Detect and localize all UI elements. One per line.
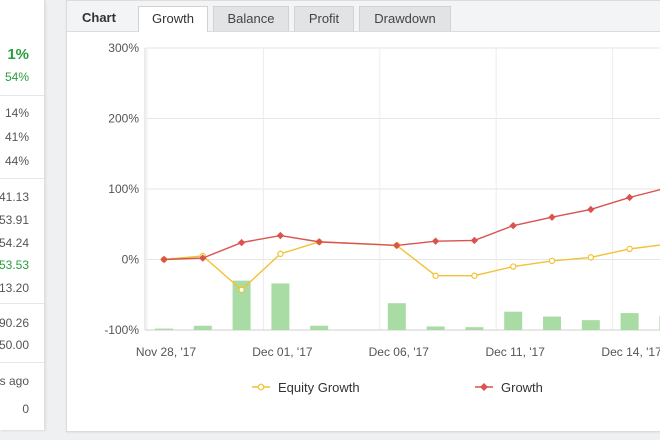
tab-drawdown[interactable]: Drawdown — [359, 6, 451, 31]
equity-growth-point — [277, 250, 284, 258]
sidebar-stat-value: 90.26 — [0, 316, 29, 330]
sidebar-stat-value: 0 — [22, 402, 29, 416]
equity-growth-point — [626, 245, 633, 253]
y-tick-label: 0% — [122, 253, 140, 267]
y-tick-label: 100% — [108, 182, 139, 196]
sidebar-stat-value: 54.24 — [0, 236, 29, 250]
growth-point — [199, 254, 207, 262]
equity-growth-line — [163, 241, 660, 291]
legend-label: Equity Growth — [278, 380, 360, 395]
sidebar-stat-value: 1% — [7, 46, 29, 63]
x-tick-label: Dec 06, '17 — [369, 345, 430, 359]
x-tick-label: Dec 01, '17 — [252, 345, 313, 359]
legend-label: Growth — [501, 380, 543, 395]
equity-growth-point — [238, 286, 245, 294]
y-tick-label: 300% — [108, 41, 139, 55]
chart-panel-title: Chart — [82, 10, 116, 25]
bar — [426, 326, 445, 330]
sidebar-divider — [0, 303, 44, 304]
growth-line — [163, 189, 660, 261]
legend-marker — [480, 383, 488, 391]
bar — [620, 313, 639, 330]
growth-point — [509, 221, 517, 230]
bar — [310, 325, 329, 330]
bar — [504, 311, 523, 330]
tab-balance[interactable]: Balance — [213, 6, 289, 31]
stats-sidebar: 1% 54% 14% 41% 44% 41.13 53.91 54.24 53.53 13.20 9… — [0, 0, 45, 430]
sidebar-stat-value: s ago — [0, 374, 29, 388]
equity-growth-point — [510, 263, 517, 270]
growth-point — [470, 236, 479, 245]
sidebar-stat-value: 14% — [4, 106, 29, 120]
growth-point — [160, 255, 168, 264]
bar — [193, 325, 212, 330]
sidebar-stat-value: 54% — [4, 70, 29, 84]
x-tick-label: Dec 11, '17 — [485, 345, 545, 359]
sidebar-stat-value: 41% — [4, 130, 29, 144]
tab-profit[interactable]: Profit — [294, 6, 354, 31]
x-tick-label: Dec 14, '17 — [601, 345, 660, 359]
equity-growth-point — [471, 272, 478, 279]
growth-point — [548, 213, 556, 221]
sidebar-stat-value: 41.13 — [0, 190, 29, 204]
equity-growth-point — [432, 272, 439, 279]
bar — [271, 283, 290, 330]
sidebar-divider — [0, 362, 44, 363]
growth-point — [431, 237, 440, 245]
chart-panel: Chart Growth Balance Profit Drawdown 300… — [66, 0, 660, 432]
chart-tabbar: Chart Growth Balance Profit Drawdown — [67, 1, 660, 32]
sidebar-stat-value: 13.20 — [0, 281, 29, 295]
growth-point — [315, 238, 323, 246]
sidebar-stat-value: 50.00 — [0, 338, 29, 352]
bar — [543, 316, 561, 330]
bar — [232, 280, 251, 330]
y-tick-label: 200% — [108, 112, 139, 126]
equity-growth-point — [548, 257, 556, 265]
bar — [155, 328, 173, 330]
bar — [465, 327, 484, 330]
sidebar-stat-value: 53.91 — [0, 213, 29, 227]
growth-point — [237, 238, 246, 247]
growth-point — [276, 231, 285, 240]
growth-point — [587, 205, 595, 214]
equity-growth-point — [587, 254, 595, 261]
legend-marker — [257, 383, 265, 391]
sidebar-divider — [0, 178, 44, 179]
x-tick-label: Nov 28, '17 — [136, 345, 197, 359]
y-tick-label: -100% — [104, 323, 139, 337]
tab-growth[interactable]: Growth — [138, 6, 208, 32]
bar — [581, 320, 600, 330]
sidebar-stat-value: 44% — [4, 154, 29, 168]
growth-point — [625, 193, 634, 202]
bar — [387, 303, 406, 330]
growth-chart: 300% 200% 100% 0% -100% Nov 28, '17 Dec 01, '1… — [104, 41, 660, 395]
sidebar-stat-value: 53.53 — [0, 258, 29, 272]
sidebar-divider — [0, 95, 44, 96]
